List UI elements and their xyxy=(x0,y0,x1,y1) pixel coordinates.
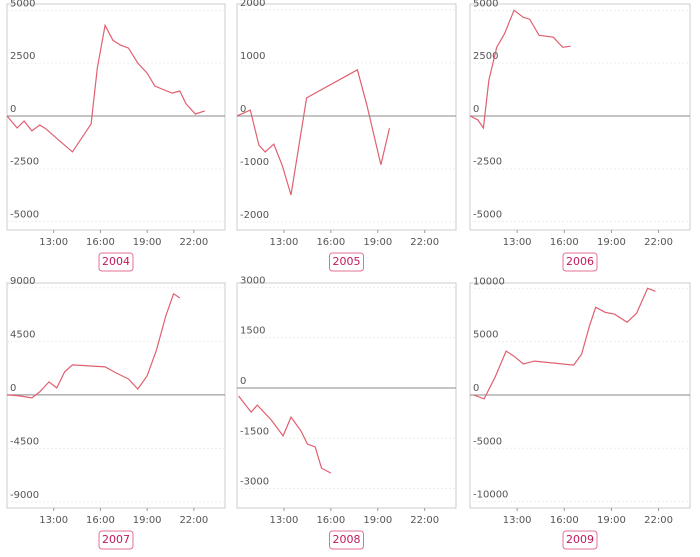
y-tick-label: 5000 xyxy=(473,0,498,9)
title-box xyxy=(329,530,364,550)
data-line xyxy=(238,395,332,474)
y-tick-label: -4500 xyxy=(10,436,39,447)
x-tick-label: 22:00 xyxy=(644,515,673,526)
y-tick-label: -5000 xyxy=(473,436,502,447)
data-line xyxy=(6,23,205,153)
panel-frame xyxy=(236,282,457,509)
panel-frame xyxy=(6,3,226,231)
x-tick-label: 19:00 xyxy=(133,237,162,248)
y-tick-label: 5000 xyxy=(473,330,498,341)
title-box xyxy=(329,252,364,272)
x-tick-label: 16:00 xyxy=(550,237,579,248)
y-tick-label: 1500 xyxy=(240,326,265,337)
title-box xyxy=(98,530,134,550)
panel-frame xyxy=(6,282,226,509)
x-tick-label: 19:00 xyxy=(363,237,392,248)
x-tick-label: 22:00 xyxy=(179,515,208,526)
y-tick-label: -2000 xyxy=(240,210,269,221)
data-line xyxy=(469,9,571,130)
x-tick-label: 22:00 xyxy=(644,237,673,248)
x-tick-label: 19:00 xyxy=(597,515,626,526)
panel-frame xyxy=(236,3,457,231)
y-tick-label: 0 xyxy=(473,104,479,115)
y-tick-label: -3000 xyxy=(240,477,269,488)
panel-title: 2006 xyxy=(566,255,594,268)
panel-title: 2007 xyxy=(102,533,130,546)
y-tick-label: -10000 xyxy=(473,490,508,501)
x-tick-label: 16:00 xyxy=(316,237,345,248)
y-tick-label: -2500 xyxy=(10,157,39,168)
panel-frame xyxy=(469,3,691,231)
y-tick-label: 0 xyxy=(240,104,246,115)
y-tick-label: -2500 xyxy=(473,157,502,168)
title-box xyxy=(562,530,598,550)
panel-title: 2008 xyxy=(333,533,361,546)
x-tick-label: 13:00 xyxy=(270,237,299,248)
y-tick-label: 5000 xyxy=(10,0,35,9)
x-tick-label: 13:00 xyxy=(503,515,532,526)
x-tick-label: 22:00 xyxy=(410,515,439,526)
data-line xyxy=(6,292,181,399)
y-tick-label: 2500 xyxy=(10,51,35,62)
x-tick-label: 16:00 xyxy=(316,515,345,526)
x-tick-label: 13:00 xyxy=(39,515,68,526)
x-tick-label: 16:00 xyxy=(86,515,115,526)
data-line xyxy=(236,68,391,196)
panel-title: 2005 xyxy=(333,255,361,268)
y-tick-label: -1000 xyxy=(240,157,269,168)
data-line xyxy=(473,287,656,400)
x-tick-label: 19:00 xyxy=(363,515,392,526)
y-tick-label: 0 xyxy=(240,376,246,387)
x-tick-label: 19:00 xyxy=(597,237,626,248)
x-tick-label: 13:00 xyxy=(503,237,532,248)
y-tick-label: -1500 xyxy=(240,426,269,437)
x-tick-label: 22:00 xyxy=(410,237,439,248)
y-tick-label: 1000 xyxy=(240,51,265,62)
x-tick-label: 13:00 xyxy=(270,515,299,526)
y-tick-label: 9000 xyxy=(10,276,35,287)
y-tick-label: 3000 xyxy=(240,275,265,286)
y-tick-label: 2500 xyxy=(473,51,498,62)
y-tick-label: 10000 xyxy=(473,276,505,287)
y-tick-label: 0 xyxy=(10,383,16,394)
y-tick-label: -9000 xyxy=(10,490,39,501)
title-box xyxy=(562,252,598,272)
y-tick-label: 0 xyxy=(10,104,16,115)
x-tick-label: 16:00 xyxy=(550,515,579,526)
y-tick-label: 2000 xyxy=(240,0,265,9)
x-tick-label: 19:00 xyxy=(133,515,162,526)
y-tick-label: 0 xyxy=(473,383,479,394)
y-tick-label: -5000 xyxy=(473,210,502,221)
x-tick-label: 16:00 xyxy=(86,237,115,248)
x-tick-label: 13:00 xyxy=(39,237,68,248)
x-tick-label: 22:00 xyxy=(179,237,208,248)
panel-title: 2009 xyxy=(566,533,594,546)
y-tick-label: 4500 xyxy=(10,329,35,340)
panel-frame xyxy=(469,282,691,509)
title-box xyxy=(98,252,134,272)
panel-title: 2004 xyxy=(102,255,130,268)
y-tick-label: -5000 xyxy=(10,210,39,221)
